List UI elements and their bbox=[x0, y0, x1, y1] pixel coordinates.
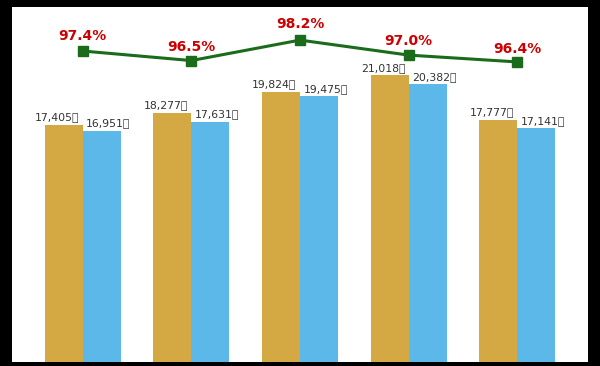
Bar bbox=[153, 113, 191, 362]
Bar bbox=[300, 96, 338, 362]
Text: 19,824人: 19,824人 bbox=[252, 79, 296, 89]
Text: 97.4%: 97.4% bbox=[59, 29, 107, 43]
Text: 96.4%: 96.4% bbox=[493, 42, 541, 56]
Bar bbox=[409, 84, 447, 362]
Bar bbox=[371, 75, 409, 362]
Text: 19,475人: 19,475人 bbox=[304, 84, 348, 94]
Bar bbox=[83, 131, 121, 362]
Text: 21,018人: 21,018人 bbox=[361, 63, 406, 73]
Text: 16,951人: 16,951人 bbox=[86, 119, 130, 128]
Text: 18,277人: 18,277人 bbox=[143, 100, 188, 110]
Bar bbox=[262, 92, 300, 362]
Text: 17,631人: 17,631人 bbox=[194, 109, 239, 119]
Text: 17,405人: 17,405人 bbox=[35, 112, 79, 122]
Text: 96.5%: 96.5% bbox=[167, 40, 215, 54]
Bar bbox=[517, 128, 556, 362]
Text: 97.0%: 97.0% bbox=[385, 34, 433, 48]
Text: 17,141人: 17,141人 bbox=[521, 116, 565, 126]
Bar bbox=[191, 122, 229, 362]
Text: 17,777人: 17,777人 bbox=[470, 107, 514, 117]
Text: 98.2%: 98.2% bbox=[276, 16, 324, 30]
Text: 20,382人: 20,382人 bbox=[412, 72, 457, 82]
Bar bbox=[479, 120, 517, 362]
Bar bbox=[44, 125, 83, 362]
